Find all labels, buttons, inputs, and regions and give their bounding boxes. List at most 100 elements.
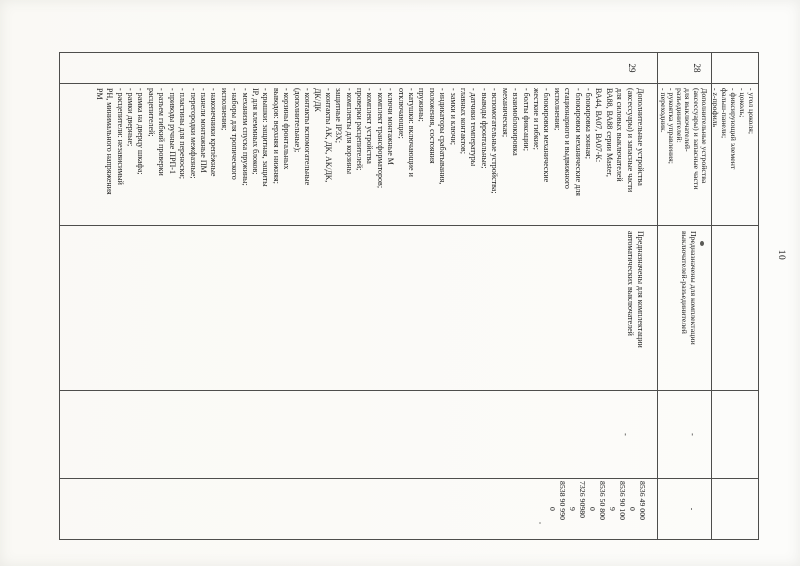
name-line: - цоколь; (738, 88, 748, 118)
name-line: - блокировки механические (542, 88, 552, 183)
name-line: ВА44, ВА07, ВА07-К: (594, 88, 604, 163)
page-number: 10 (776, 249, 786, 261)
name-line: главных контактов; (459, 88, 469, 154)
name-line: для силовых выключателей (615, 88, 625, 182)
name-line: исполнения; (552, 88, 562, 131)
purpose-line: Предназначены для комплектации (689, 231, 698, 345)
cell-doc-mark: - (60, 391, 657, 479)
code-check-digit: 0 (548, 507, 557, 511)
name-line: Дополнительные устройства (700, 88, 709, 184)
name-line: - рамки дверные; (126, 88, 136, 147)
scan-artifact-speck (700, 241, 704, 246)
name-line: - перегородки межфазные; (188, 88, 198, 179)
purpose-line: автоматических выключателей (625, 231, 635, 336)
name-line: - контакты АК, ДК, АК/ДК, (323, 88, 333, 183)
name-line: разъединителей: (675, 88, 685, 143)
name-line: - блокировки механические для (573, 88, 583, 196)
cell-name: Дополнительные устройства (аксессуары) и … (60, 84, 657, 226)
code-value: 8536 49 000 (638, 481, 647, 520)
cell-purpose (712, 226, 758, 391)
name-line: IP, для клеммных блоков; (250, 88, 260, 175)
name-line: стационарного и выдвижного (563, 88, 573, 189)
name-line: - комплекты для корзины (344, 88, 354, 174)
name-line: Дополнительные устройства (636, 88, 645, 186)
name-line: выводов: верхняя и нижняя; (271, 88, 281, 184)
cell-name: - угол цоколя; - цоколь; - фиксирующий эле… (712, 84, 758, 226)
name-line: - приводы ручные ПРП-1 (167, 88, 177, 174)
name-line: - рамка на дверцу шкафа; (136, 88, 146, 175)
code-check-digit: 9 (568, 507, 577, 511)
name-line: - замки и ключи; (448, 88, 458, 145)
name-line: - переходник. (658, 88, 668, 133)
code-check-digit: 0 (628, 507, 637, 511)
cell-doc-mark (712, 391, 758, 479)
name-line: расцепителей; (146, 88, 156, 137)
name-line: РН, минимального напряжения (105, 88, 115, 195)
name-line: - контакты вспомогательные (303, 88, 312, 186)
cell-number: 28 (658, 53, 711, 84)
table-row: 29 Дополнительные устройства (аксессуары) … (60, 53, 657, 539)
cell-doc-mark: - (658, 391, 711, 479)
name-line: проверки расцепителей; (355, 88, 365, 171)
cell-number (712, 53, 758, 84)
name-line: - наконечники крепёжные (209, 88, 219, 177)
cell-codes: 8536 49 000 0 8536 90 100 9 8536 50 800 0 7326… (60, 479, 657, 539)
name-line: - наборы для тропического (230, 88, 240, 180)
name-line: - комплект устройства (365, 88, 375, 164)
name-line: - пластины для переноски; (178, 88, 188, 180)
code-value: 8536 50 800 (598, 481, 607, 520)
name-line: - z-профиль (712, 88, 721, 128)
name-line: отключающие; (396, 88, 406, 139)
name-line: - рукоятка управления; (666, 88, 676, 164)
name-line: - индикаторы срабатывания, (438, 88, 448, 185)
name-line: ВА88, ВА88 серии Master, (604, 88, 614, 177)
name-line: положения, состояния (427, 88, 437, 164)
name-line: - датчики температуры (469, 88, 479, 167)
name-line: (аксессуары) и запасные части (691, 88, 701, 190)
code-check-digit: 9 (608, 507, 617, 511)
name-line: - крышки: защитная, защиты (261, 88, 271, 187)
name-line: механическая; (500, 88, 510, 138)
cell-codes: - (688, 507, 697, 511)
name-line: - ключи монтажные М (386, 88, 396, 165)
name-line: - панели монтажные ПМ (198, 88, 208, 173)
code-check-digit: 0 (588, 507, 597, 511)
name-line: - блокировка зонная; (583, 88, 593, 159)
name-line: жесткие и гибкие; (531, 88, 541, 150)
table-row: 28 Дополнительные устройства (аксессуары) … (657, 53, 711, 539)
cell-purpose: Предназначены для комплектации автоматиче… (60, 226, 657, 391)
purpose-line: Предназначены для комплектации (636, 231, 645, 348)
code-value: 8536 90 100 (618, 481, 627, 520)
name-line: - катушки: включающие и (407, 88, 417, 177)
name-line: - взаимоблокировка (511, 88, 521, 156)
name-line: - болты фиксации; (521, 88, 531, 151)
table-row: - угол цоколя; - цоколь; - фиксирующий эле… (711, 53, 758, 539)
name-line: защитные IP3X; (334, 88, 344, 143)
scan-artifact-speck (539, 522, 541, 524)
code-value: 8538 90 990 (558, 481, 567, 520)
purpose-line: выключателей-разъединителей (680, 231, 689, 334)
name-line: РМ (94, 88, 104, 100)
cell-codes (712, 479, 758, 539)
name-line: ДК/ДК (313, 88, 323, 112)
name-line: - расцепители: независимый (115, 88, 125, 185)
name-line: фальш-панели; (720, 88, 730, 139)
name-line: для выключателей- (683, 88, 693, 152)
name-line: - вспомогательные устройства; (490, 88, 500, 194)
cell-purpose: Предназначены для комплектации выключател… (658, 226, 711, 391)
name-line: исполнения; (219, 88, 229, 131)
cell-name: Дополнительные устройства (аксессуары) и … (658, 84, 711, 226)
name-line: - механизм спуска пружины; (240, 88, 250, 186)
name-line: - угол цоколя; (747, 88, 756, 134)
name-line: - комплект трансформаторов; (375, 88, 385, 189)
name-line: - выводы фронтальные; (479, 88, 489, 169)
name-line: (аксессуары) и запасные части (625, 88, 635, 193)
name-line: (дополнительные); (292, 88, 302, 153)
name-line: - фиксирующий элемент (729, 88, 739, 170)
name-line: - корзины фронтальных (282, 88, 292, 170)
cell-number: 29 (60, 53, 657, 84)
code-value: 7326 90980 (578, 481, 587, 519)
product-table: - угол цоколя; - цоколь; - фиксирующий эле… (59, 52, 759, 540)
